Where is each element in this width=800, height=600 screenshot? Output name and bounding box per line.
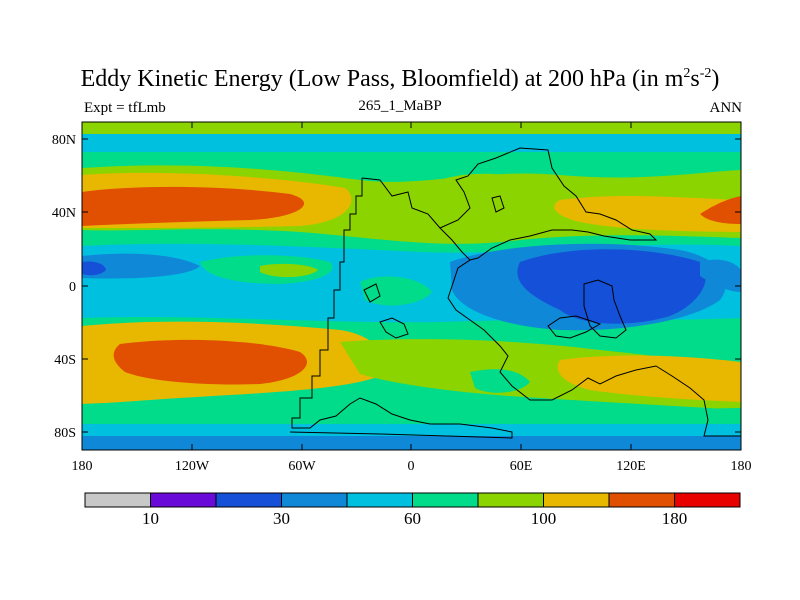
x-tick-label: 60E	[510, 459, 533, 474]
colorbar-label: 10	[142, 509, 159, 528]
contour-region	[260, 263, 318, 278]
colorbar-box	[608, 492, 675, 508]
axis-ticks	[82, 122, 741, 450]
y-tick-label: 40S	[54, 353, 76, 368]
colorbar-label: 30	[273, 509, 290, 528]
contour-region	[557, 355, 741, 402]
colorbar-box	[84, 492, 151, 508]
colorbar-box	[346, 492, 413, 508]
colorbar-box	[215, 492, 282, 508]
x-tick-label: 120W	[175, 459, 210, 474]
colorbar-box	[543, 492, 610, 508]
experiment-label: Expt = tfLmb	[84, 100, 166, 116]
continent-outline	[583, 279, 627, 339]
colorbar-box	[150, 492, 217, 508]
contour-region	[554, 195, 741, 232]
x-tick-label: 120E	[616, 459, 646, 474]
colorbar-label: 60	[404, 509, 421, 528]
run-label: 265_1_MaBP	[358, 98, 442, 114]
colorbar: 10 30 60 100 180	[84, 492, 741, 528]
contour-region	[158, 361, 194, 376]
continent-outline	[361, 177, 741, 437]
contour-region	[82, 253, 200, 279]
contour-band	[82, 134, 741, 152]
y-tick-label: 0	[69, 280, 76, 295]
contour-region	[700, 259, 741, 292]
y-tick-label: 40N	[52, 206, 76, 221]
season-label: ANN	[709, 100, 743, 116]
contour-region	[82, 261, 106, 276]
contour-field	[82, 122, 741, 450]
contour-band	[82, 436, 741, 450]
continent-outline	[491, 195, 505, 213]
x-tick-label: 0	[408, 459, 415, 474]
colorbar-box	[477, 492, 544, 508]
continent-outline	[379, 317, 409, 339]
continent-outline	[547, 315, 602, 339]
contour-region	[82, 186, 305, 226]
contour-region	[470, 369, 530, 393]
colorbar-box	[412, 492, 479, 508]
continent-outline	[289, 178, 513, 439]
map-title: Eddy Kinetic Energy (Low Pass, Bloomfiel…	[80, 66, 720, 92]
x-tick-label: 180	[731, 459, 752, 474]
colorbar-box	[674, 492, 741, 508]
continent-outline	[363, 283, 381, 303]
continent-outline	[439, 147, 658, 261]
contour-region	[360, 276, 432, 306]
colorbar-label: 100	[531, 509, 557, 528]
y-tick-label: 80S	[54, 426, 76, 441]
x-tick-label: 180	[72, 459, 93, 474]
x-tick-label: 60W	[288, 459, 316, 474]
y-tick-label: 80N	[52, 133, 76, 148]
colorbar-label: 180	[662, 509, 688, 528]
contour-region	[700, 196, 741, 224]
contour-band	[82, 424, 741, 436]
colorbar-box	[281, 492, 348, 508]
